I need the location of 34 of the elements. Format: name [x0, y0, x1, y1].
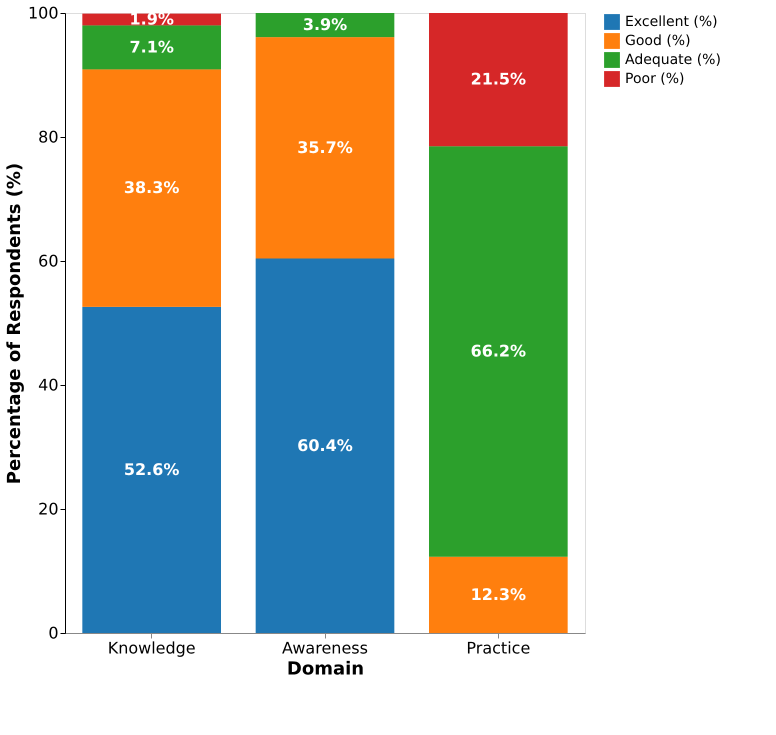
- x-axis-title: Domain: [286, 658, 364, 680]
- data-label: 52.6%: [124, 460, 180, 479]
- y-tick-label: 100: [28, 4, 58, 22]
- bar: [82, 69, 221, 307]
- y-tick-label: 60: [38, 252, 58, 270]
- x-tick-label: Awareness: [282, 638, 368, 658]
- legend-label: Good (%): [625, 33, 691, 49]
- y-tick-label: 40: [38, 376, 58, 394]
- data-label: 66.2%: [470, 342, 526, 361]
- data-label: 35.7%: [297, 138, 353, 157]
- y-tick-label: 80: [38, 128, 58, 146]
- legend-label: Adequate (%): [625, 52, 721, 68]
- bar: [429, 13, 568, 146]
- bar: [82, 306, 221, 633]
- data-label: 21.5%: [470, 70, 526, 89]
- data-label: 1.9%: [129, 10, 174, 29]
- bar: [429, 146, 568, 557]
- data-label: 60.4%: [297, 436, 353, 455]
- bar: [256, 37, 394, 259]
- x-tick-label: Practice: [466, 638, 530, 658]
- data-label: 38.3%: [124, 178, 180, 198]
- y-axis-title: Percentage of Respondents (%): [4, 162, 25, 484]
- bar: [256, 258, 394, 633]
- bar: [429, 556, 568, 633]
- x-tick-label: Knowledge: [108, 638, 196, 658]
- bar: [256, 13, 394, 38]
- data-label: 7.1%: [129, 37, 174, 56]
- legend-label: Poor (%): [625, 71, 685, 87]
- y-tick-label: 0: [48, 624, 58, 642]
- bar: [82, 25, 221, 70]
- data-label: 3.9%: [302, 15, 348, 34]
- legend-label: Excellent (%): [625, 14, 718, 30]
- data-label: 12.3%: [470, 584, 526, 604]
- y-tick-label: 20: [38, 500, 58, 518]
